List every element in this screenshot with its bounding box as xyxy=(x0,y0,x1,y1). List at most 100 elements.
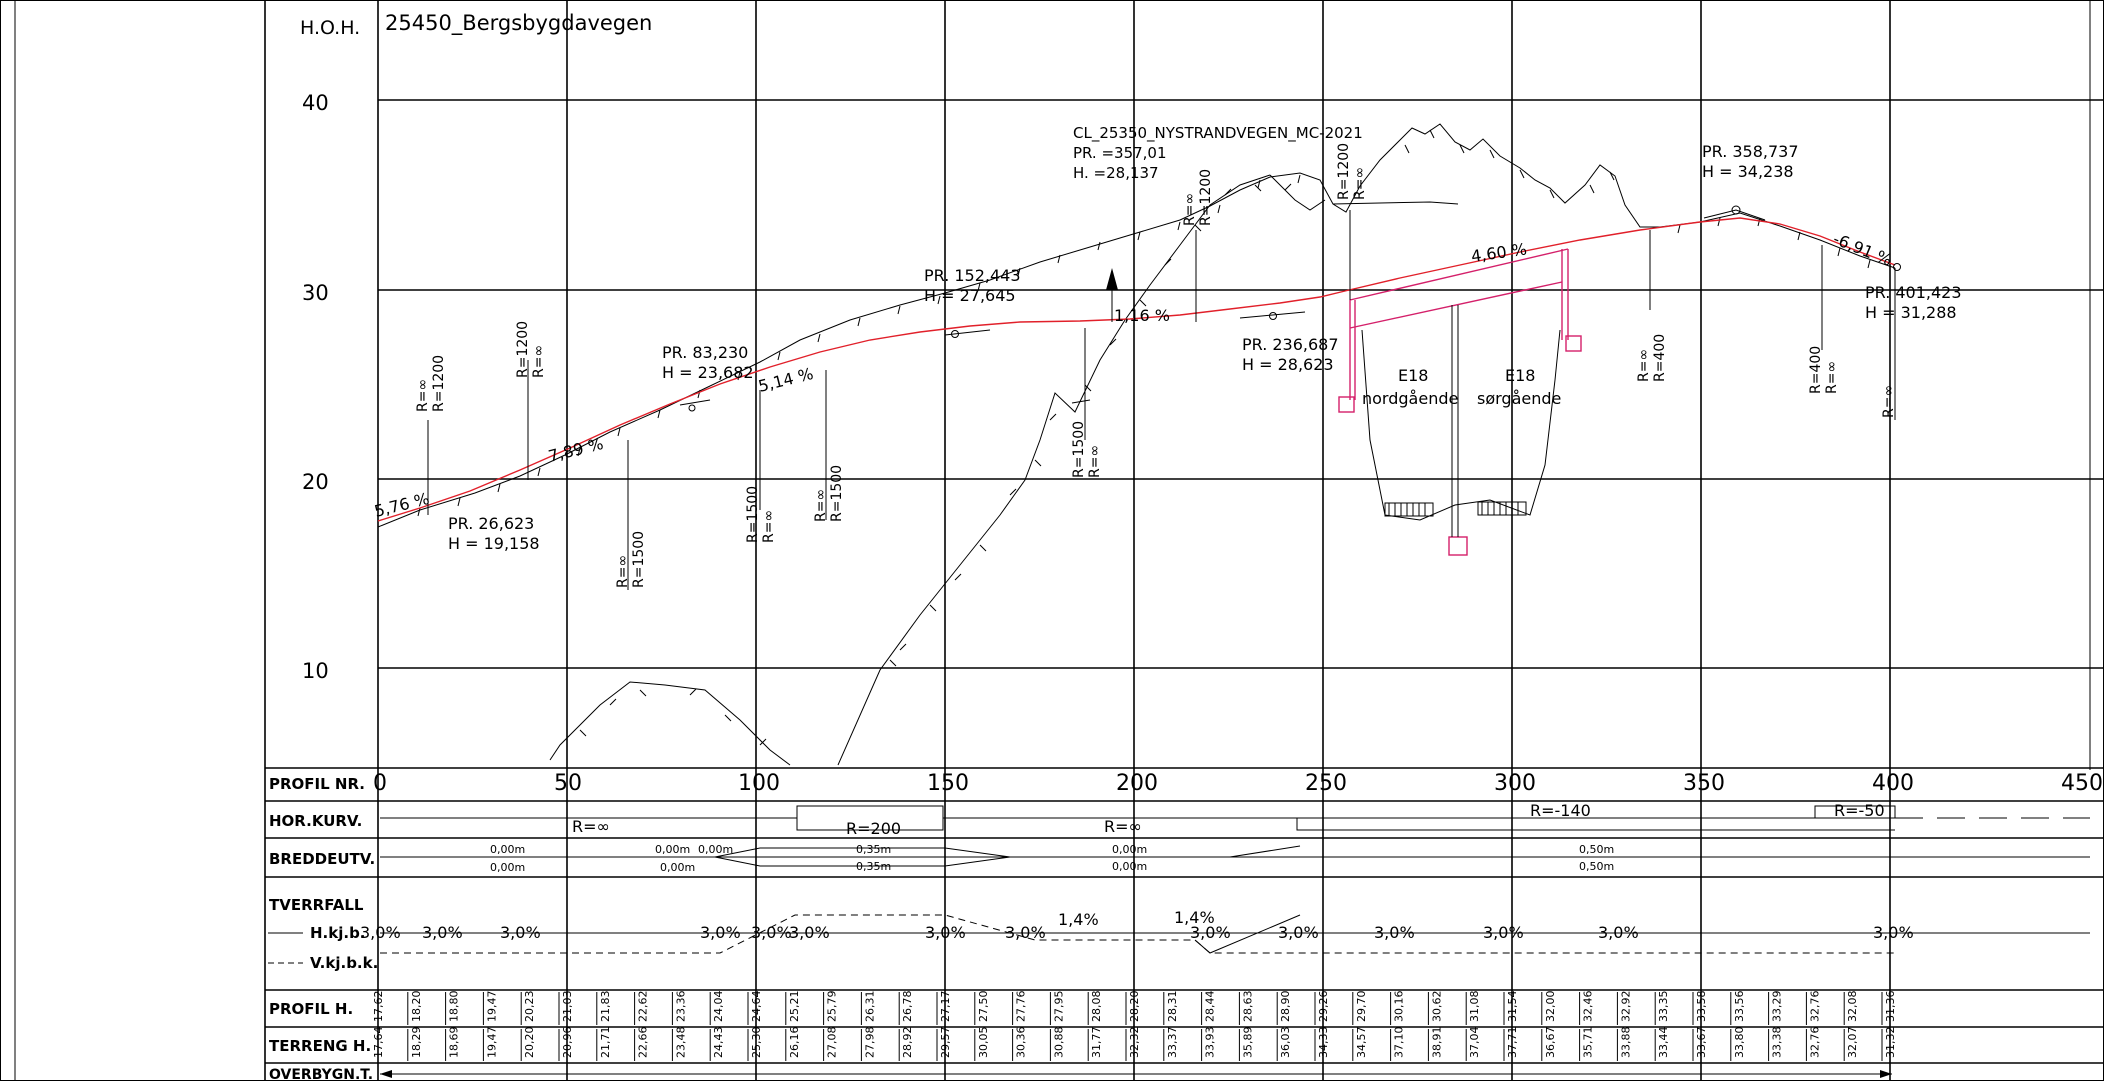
e18-nord-label-1: E18 xyxy=(1398,366,1428,385)
elevation-tick-30: 30 xyxy=(302,281,329,305)
terreng-h-value: 26,16 xyxy=(788,1027,801,1059)
abutment-marker xyxy=(1338,396,1355,413)
terrain-lines xyxy=(377,123,1896,766)
lower-mound xyxy=(549,681,791,766)
terreng-h-value: 27,98 xyxy=(863,1027,876,1059)
profil-h-value: 18,20 xyxy=(410,991,423,1023)
profil-h-value: 31,54 xyxy=(1506,991,1519,1023)
terreng-h-value: 36,67 xyxy=(1544,1027,1557,1059)
terreng-h-value: 37,04 xyxy=(1468,1027,1481,1059)
tverrfall-value: 3,0% xyxy=(500,923,541,942)
cl-title: CL_25350_NYSTRANDVEGEN_MC-2021 xyxy=(1073,124,1363,143)
tverrfall-value: 3,0% xyxy=(360,923,401,942)
profil-h-value: 28,08 xyxy=(1090,991,1103,1023)
elevation-tick-20: 20 xyxy=(302,470,329,494)
terreng-h-value: 17,64 xyxy=(372,1027,385,1059)
row-label-profil-h: PROFIL H. xyxy=(269,1000,353,1018)
curve-label: R=∞ xyxy=(1182,193,1198,226)
overbygn-arrow-right xyxy=(1880,1070,1892,1078)
profil-h-value: 24,04 xyxy=(712,991,725,1023)
pr83-h: H = 23,682 xyxy=(662,363,754,382)
profil-h-value: 17,62 xyxy=(372,991,385,1023)
terreng-h-value: 28,92 xyxy=(901,1027,914,1059)
terreng-h-value: 33,44 xyxy=(1657,1027,1670,1059)
terreng-h-value: 29,57 xyxy=(939,1027,952,1059)
terreng-h-value: 18,29 xyxy=(410,1027,423,1059)
profil-h-value: 29,70 xyxy=(1355,991,1368,1023)
curve-label: R=∞ xyxy=(1352,167,1368,200)
profil-h-value: 29,26 xyxy=(1317,991,1330,1023)
profil-h-value: 27,95 xyxy=(1052,991,1065,1023)
curve-label: R=1500 xyxy=(829,465,845,522)
profil-h-value: 18,80 xyxy=(448,991,461,1023)
tverrfall-value: 3,0% xyxy=(751,923,792,942)
pr358-pr: PR. 358,737 xyxy=(1702,142,1799,161)
row-label-breddeutv: BREDDEUTV. xyxy=(269,850,375,868)
profil-h-value: 32,76 xyxy=(1808,991,1821,1023)
hor-kurv-value: R=∞ xyxy=(572,817,610,836)
hoh-label: H.O.H. xyxy=(300,17,360,39)
bredde-value: 0,00m xyxy=(490,843,525,856)
elevation-tick-10: 10 xyxy=(302,659,329,683)
bredde-value: 0,50m xyxy=(1579,843,1614,856)
curve-label: R=∞ xyxy=(1087,445,1103,478)
bredde-value: 0,00m xyxy=(698,843,733,856)
terreng-h-value: 33,38 xyxy=(1771,1027,1784,1059)
hor-kurv-value: R=∞ xyxy=(1104,817,1142,836)
bredde-value: 0,00m xyxy=(655,843,690,856)
profil-h-value: 19,47 xyxy=(485,991,498,1023)
curve-label: R=∞ xyxy=(531,345,547,378)
tverrfall-row: 3,0% 3,0% 3,0% 3,0% 3,0% 3,0% 3,0% 1,4% … xyxy=(360,908,2090,954)
profil-h-value: 25,79 xyxy=(826,991,839,1023)
terreng-h-value: 33,37 xyxy=(1166,1027,1179,1059)
design-profile xyxy=(377,205,1901,556)
tverrfall-value: 3,0% xyxy=(1190,923,1231,942)
profil-h-value: 23,36 xyxy=(674,991,687,1023)
terreng-h-value: 33,93 xyxy=(1204,1027,1217,1059)
curve-label: R=1200 xyxy=(515,321,531,378)
terreng-h-value: 25,30 xyxy=(750,1027,763,1059)
profil-h-value: 22,62 xyxy=(637,991,650,1023)
profil-h-value: 33,56 xyxy=(1733,991,1746,1023)
terreng-h-value: 38,91 xyxy=(1430,1027,1443,1059)
curve-label: R=1200 xyxy=(431,355,447,412)
tverrfall-value: 3,0% xyxy=(1374,923,1415,942)
terreng-h-value: 20,20 xyxy=(523,1027,536,1059)
profile-tick: 150 xyxy=(927,771,969,796)
terreng-h-value: 24,43 xyxy=(712,1027,725,1059)
curve-label: R=1500 xyxy=(1071,421,1087,478)
profile-tick: 300 xyxy=(1494,771,1536,796)
terreng-h-value: 36,03 xyxy=(1279,1027,1292,1059)
bredde-row: 0,00m 0,00m 0,00m 0,00m 0,00m 0,00m 0,35… xyxy=(380,843,2090,874)
tverrfall-value: 3,0% xyxy=(1483,923,1524,942)
profil-h-value: 26,31 xyxy=(863,991,876,1023)
profil-h-value: 32,00 xyxy=(1544,991,1557,1023)
terreng-h-value: 18,69 xyxy=(448,1027,461,1059)
profil-h-value: 28,90 xyxy=(1279,991,1292,1023)
terreng-h-value: 34,33 xyxy=(1317,1027,1330,1059)
curve-label: R=∞ xyxy=(1881,385,1897,418)
terreng-h-value: 21,71 xyxy=(599,1027,612,1059)
terreng-h-value: 30,88 xyxy=(1052,1027,1065,1059)
grade-691: -6,91 % xyxy=(1831,229,1895,270)
terreng-h-value: 31,77 xyxy=(1090,1027,1103,1059)
terreng-h-value: 23,48 xyxy=(674,1027,687,1059)
grade-576: 5,76 % xyxy=(372,489,431,521)
row-label-overbygn: OVERBYGN.T. xyxy=(269,1067,373,1081)
profil-h-value: 30,62 xyxy=(1430,991,1443,1023)
profil-h-value: 33,35 xyxy=(1657,991,1670,1023)
vertical-curve-ticks xyxy=(427,210,1896,590)
tverrfall-value: 3,0% xyxy=(1005,923,1046,942)
tverrfall-value: 1,4% xyxy=(1058,910,1099,929)
curve-label: R=∞ xyxy=(415,379,431,412)
bredde-value: 0,00m xyxy=(1112,860,1147,873)
e18-sor-label-1: E18 xyxy=(1505,366,1535,385)
profil-h-value: 31,08 xyxy=(1468,991,1481,1023)
tverrfall-value: 3,0% xyxy=(1278,923,1319,942)
pr401-pr: PR. 401,423 xyxy=(1865,283,1962,302)
profile-tick: 350 xyxy=(1683,771,1725,796)
profil-h-row: 17,62 18,20 18,80 19,47 20,23 21,03 21,83 22,62… xyxy=(372,991,1897,1025)
bredde-value: 0,00m xyxy=(1112,843,1147,856)
pr26-h: H = 19,158 xyxy=(448,534,540,553)
terreng-h-value: 32,76 xyxy=(1808,1027,1821,1059)
